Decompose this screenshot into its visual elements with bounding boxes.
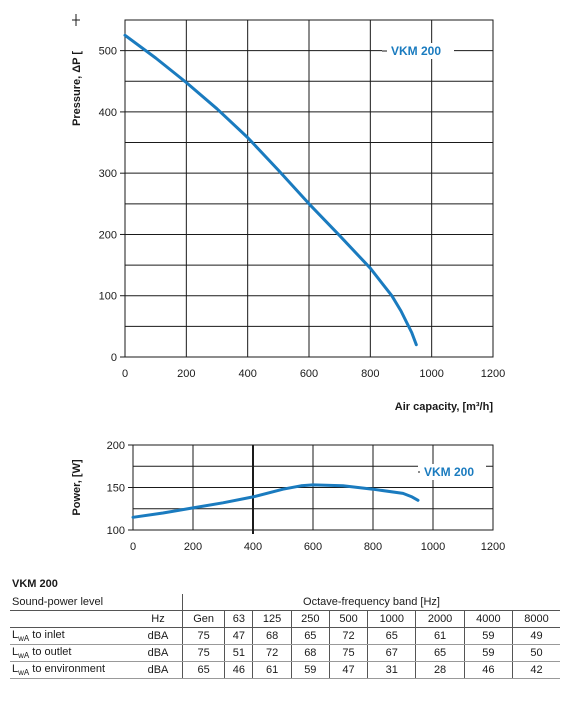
row-label-subscript: wA [18, 668, 30, 678]
column-header: 125 [252, 610, 292, 628]
row-label-header: Sound-power level [10, 594, 134, 611]
legend-label: VKM 200 [391, 44, 441, 58]
legend-box [418, 464, 486, 480]
power-chart: 0 200 400 600 800 1000 1200 100 150 200 VKM 200 Pow… [71, 440, 505, 553]
column-header: 250 [290, 610, 330, 628]
column-header: 1000 [367, 610, 416, 628]
table-cell: 68 [252, 627, 292, 645]
blank-cell [10, 610, 134, 628]
row-label-subscript: wA [18, 634, 30, 644]
row-unit: dBA [134, 627, 183, 645]
table-row: LwA to environment dBA 65 46 61 59 47 31 28 46 42 [10, 661, 560, 679]
table-cell: 59 [290, 661, 330, 679]
table-cell: 28 [415, 661, 465, 679]
table-cell: 61 [415, 627, 465, 645]
x-tick-label: 400 [244, 541, 262, 553]
table-cell: 31 [367, 661, 416, 679]
table-cell: 75 [328, 644, 368, 662]
row-label: LwA to environment [10, 661, 134, 679]
x-tick-label: 800 [364, 541, 382, 553]
column-header: 2000 [415, 610, 465, 628]
table-cell: 59 [463, 627, 513, 645]
series-line [131, 483, 420, 519]
y-tick-label: 300 [99, 168, 117, 180]
table-header-row: Sound-power level Octave-frequency band [… [10, 594, 560, 611]
column-header: 8000 [511, 610, 560, 628]
table-cell: 65 [181, 661, 225, 679]
row-unit: dBA [134, 644, 183, 662]
y-axis-title: Pressure, ΔP [ [71, 51, 83, 126]
pressure-chart: 0 200 400 600 800 1000 1200 0 100 200 300 400 500 VKM… [71, 14, 505, 413]
table-cell: 59 [463, 644, 513, 662]
x-tick-label: 0 [130, 541, 136, 553]
row-label-suffix: to environment [29, 662, 106, 675]
row-unit: dBA [134, 661, 183, 679]
legend-box [382, 43, 454, 59]
table-cell: 72 [328, 627, 368, 645]
row-label-suffix: to inlet [29, 628, 65, 641]
band-header: Octave-frequency band [Hz] [182, 594, 560, 611]
x-tick-label: 1200 [481, 368, 505, 380]
y-tick-label: 500 [99, 46, 117, 58]
x-tick-label: 600 [304, 541, 322, 553]
table-cell: 75 [181, 644, 225, 662]
y-tick-label: 200 [107, 440, 125, 452]
table-row: LwA to outlet dBA 75 51 72 68 75 67 65 59 50 [10, 644, 560, 662]
table-cell: 65 [367, 627, 416, 645]
row-label-prefix: L [12, 645, 19, 658]
y-tick-label: 150 [107, 483, 125, 495]
table-row: LwA to inlet dBA 75 47 68 65 72 65 61 59 49 [10, 627, 560, 645]
table-cell: 75 [181, 627, 225, 645]
y-tick-label: 100 [99, 291, 117, 303]
table-cell: 46 [224, 661, 253, 679]
table-cell: 61 [252, 661, 292, 679]
column-header: 63 [224, 610, 253, 628]
unit-header-blank [134, 594, 183, 611]
table-cell: 65 [290, 627, 330, 645]
table-subheader-row: Hz Gen 63 125 250 500 1000 2000 4000 8000 [10, 610, 560, 628]
table-cell: 47 [328, 661, 368, 679]
x-tick-label: 200 [184, 541, 202, 553]
y-tick-label: 100 [107, 525, 125, 537]
table-cell: 42 [511, 661, 560, 679]
table-cell: 67 [367, 644, 416, 662]
table-cell: 65 [415, 644, 465, 662]
table-cell: 46 [463, 661, 513, 679]
x-tick-label: 1000 [421, 541, 445, 553]
x-axis-title: Air capacity, [m³/h] [395, 401, 494, 413]
column-header: 4000 [463, 610, 513, 628]
x-tick-label: 200 [177, 368, 195, 380]
x-tick-label: 400 [238, 368, 256, 380]
y-tick-label: 0 [111, 352, 117, 364]
x-tick-label: 1000 [419, 368, 443, 380]
x-tick-label: 0 [122, 368, 128, 380]
table-cell: 51 [224, 644, 253, 662]
table-cell: 49 [511, 627, 560, 645]
legend-label: VKM 200 [424, 465, 474, 479]
table-cell: 72 [252, 644, 292, 662]
table-cell: 47 [224, 627, 253, 645]
row-label-prefix: L [12, 628, 19, 641]
row-label-subscript: wA [18, 651, 30, 661]
x-tick-label: 1200 [481, 541, 505, 553]
table-title: VKM 200 [12, 578, 58, 590]
series-line [123, 33, 418, 347]
column-header: 500 [328, 610, 368, 628]
y-axis-title: Power, [W] [71, 459, 83, 516]
table-cell: 50 [511, 644, 560, 662]
column-header: Gen [181, 610, 225, 628]
table-cell: 68 [290, 644, 330, 662]
y-tick-label: 400 [99, 107, 117, 119]
row-label: LwA to inlet [10, 627, 134, 645]
x-tick-label: 600 [300, 368, 318, 380]
row-label-prefix: L [12, 662, 19, 675]
row-label: LwA to outlet [10, 644, 134, 662]
row-label-suffix: to outlet [29, 645, 72, 658]
x-tick-label: 800 [361, 368, 379, 380]
y-tick-label: 200 [99, 229, 117, 241]
hz-unit: Hz [134, 610, 183, 628]
sound-power-table: Sound-power level Octave-frequency band [… [10, 594, 560, 679]
